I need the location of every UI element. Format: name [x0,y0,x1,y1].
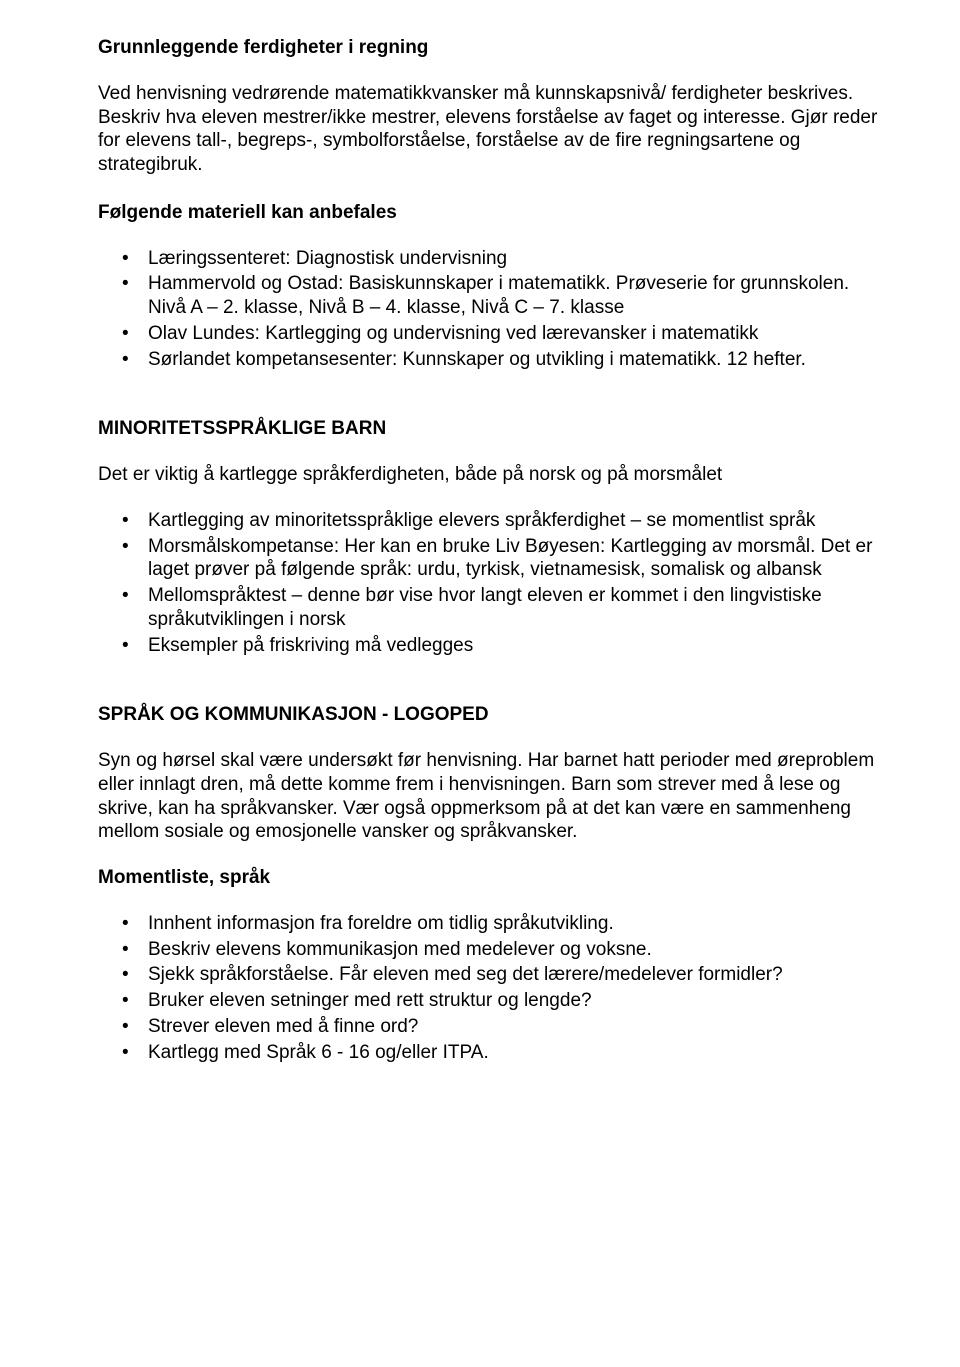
list-item: Kartlegg med Språk 6 - 16 og/eller ITPA. [136,1041,888,1065]
list-item: Mellomspråktest – denne bør vise hvor la… [136,584,888,632]
list-item: Sørlandet kompetansesenter: Kunnskaper o… [136,348,888,372]
list-item: Eksempler på friskriving må vedlegges [136,634,888,658]
section2-list: Kartlegging av minoritetsspråklige eleve… [98,509,888,658]
list-item: Kartlegging av minoritetsspråklige eleve… [136,509,888,533]
section1-heading: Grunnleggende ferdigheter i regning [98,36,888,60]
list-item: Olav Lundes: Kartlegging og undervisning… [136,322,888,346]
section3-subheading: Momentliste, språk [98,866,888,890]
list-item: Bruker eleven setninger med rett struktu… [136,989,888,1013]
list-item: Sjekk språkforståelse. Får eleven med se… [136,963,888,987]
list-item: Hammervold og Ostad: Basiskunnskaper i m… [136,272,888,320]
materials-list: Læringssenteret: Diagnostisk undervisnin… [98,247,888,372]
section1-paragraph: Ved henvisning vedrørende matematikkvans… [98,82,888,177]
list-item: Strever eleven med å finne ord? [136,1015,888,1039]
section2-heading: MINORITETSSPRÅKLIGE BARN [98,417,888,441]
materials-heading: Følgende materiell kan anbefales [98,201,888,225]
section2-paragraph: Det er viktig å kartlegge språkferdighet… [98,463,888,487]
section3-paragraph: Syn og hørsel skal være undersøkt før he… [98,749,888,844]
list-item: Innhent informasjon fra foreldre om tidl… [136,912,888,936]
list-item: Læringssenteret: Diagnostisk undervisnin… [136,247,888,271]
section3-heading: SPRÅK OG KOMMUNIKASJON - LOGOPED [98,703,888,727]
list-item: Morsmålskompetanse: Her kan en bruke Liv… [136,535,888,583]
list-item: Beskriv elevens kommunikasjon med medele… [136,938,888,962]
section3-list: Innhent informasjon fra foreldre om tidl… [98,912,888,1065]
